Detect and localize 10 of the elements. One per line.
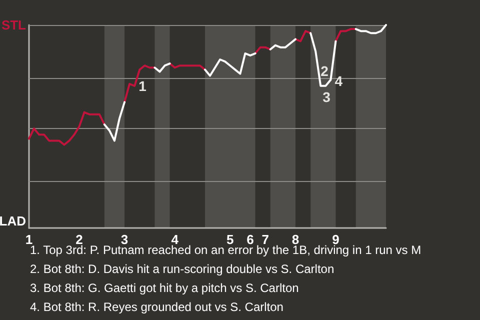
- annotation: 4: [334, 72, 343, 89]
- annotation: 3: [322, 88, 331, 105]
- text: 3. Bot 8th: G. Gaetti got hit by a pitch vs S. Carlton: [30, 281, 299, 295]
- text: 2. Bot 8th: D. Davis hit a run-scoring double vs S. Carlton: [30, 262, 334, 276]
- annotation: 2: [320, 62, 329, 79]
- text: STL: [1, 18, 26, 32]
- annotation: 1: [138, 78, 147, 94]
- text: LAD: [0, 214, 26, 228]
- text: 4. Bot 8th: R. Reyes grounded out vs S. Carlton: [30, 300, 284, 314]
- x-tick-label: 1: [25, 232, 33, 247]
